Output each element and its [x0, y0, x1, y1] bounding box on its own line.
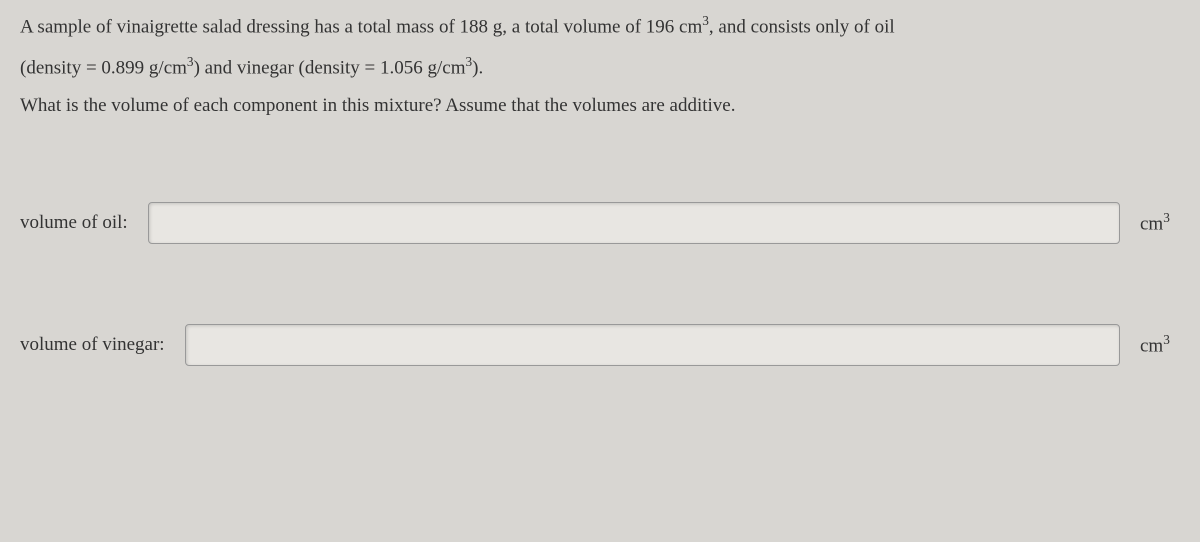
- problem-text-2a: (density = 0.899 g/cm: [20, 57, 187, 78]
- problem-line-1: A sample of vinaigrette salad dressing h…: [20, 10, 1180, 43]
- oil-label: volume of oil:: [20, 212, 128, 234]
- oil-input-row: volume of oil: cm3: [20, 202, 1180, 244]
- vinegar-unit-base: cm: [1140, 335, 1163, 356]
- problem-sup-2a: 3: [187, 54, 194, 69]
- vinegar-input-row: volume of vinegar: cm3: [20, 324, 1180, 366]
- problem-text-2b: ) and vinegar (density = 1.056 g/cm: [194, 57, 466, 78]
- problem-sup-1: 3: [702, 13, 709, 28]
- vinegar-label: volume of vinegar:: [20, 334, 165, 356]
- problem-line-2: (density = 0.899 g/cm3) and vinegar (den…: [20, 51, 1180, 84]
- problem-text-1b: , and consists only of oil: [709, 16, 895, 37]
- problem-text-1a: A sample of vinaigrette salad dressing h…: [20, 16, 702, 37]
- oil-volume-input[interactable]: [148, 202, 1120, 244]
- problem-text-2c: ).: [472, 57, 483, 78]
- vinegar-unit-sup: 3: [1163, 332, 1170, 347]
- question-text: What is the volume of each component in …: [20, 91, 1180, 121]
- oil-unit-sup: 3: [1163, 210, 1170, 225]
- oil-unit-base: cm: [1140, 213, 1163, 234]
- oil-unit: cm3: [1140, 210, 1180, 235]
- vinegar-unit: cm3: [1140, 332, 1180, 357]
- vinegar-volume-input[interactable]: [185, 324, 1120, 366]
